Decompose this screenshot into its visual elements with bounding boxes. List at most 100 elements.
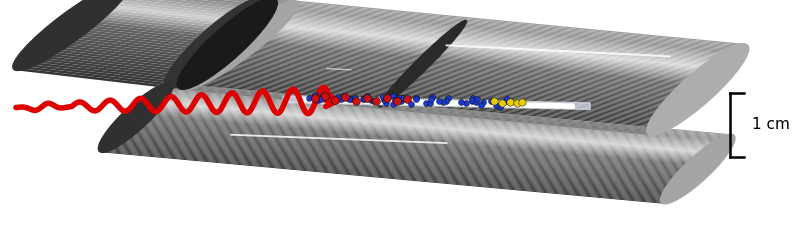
Polygon shape	[174, 83, 657, 130]
Polygon shape	[241, 17, 725, 64]
Polygon shape	[148, 104, 711, 156]
Polygon shape	[174, 82, 658, 129]
Polygon shape	[103, 150, 666, 202]
Polygon shape	[116, 0, 286, 10]
Polygon shape	[219, 38, 702, 86]
Polygon shape	[151, 100, 714, 153]
Point	[425, 97, 438, 101]
Polygon shape	[44, 46, 214, 68]
Polygon shape	[283, 96, 590, 110]
Point	[320, 94, 333, 98]
Polygon shape	[245, 13, 728, 61]
Polygon shape	[191, 66, 674, 113]
Polygon shape	[94, 6, 264, 27]
Polygon shape	[169, 83, 731, 135]
Point	[419, 100, 432, 104]
Point	[510, 101, 523, 105]
Polygon shape	[253, 5, 736, 53]
Polygon shape	[230, 28, 713, 76]
Polygon shape	[114, 0, 283, 12]
Polygon shape	[179, 77, 663, 125]
Polygon shape	[198, 59, 682, 107]
Polygon shape	[113, 140, 676, 193]
Polygon shape	[137, 116, 699, 168]
Polygon shape	[22, 64, 192, 86]
Polygon shape	[180, 76, 664, 124]
Polygon shape	[206, 51, 690, 98]
Point	[437, 100, 450, 104]
Point	[466, 98, 478, 102]
Point	[386, 94, 399, 98]
Polygon shape	[243, 14, 727, 62]
Polygon shape	[227, 30, 710, 78]
Polygon shape	[86, 12, 256, 34]
Point	[309, 96, 322, 100]
Polygon shape	[116, 137, 679, 189]
Ellipse shape	[178, 0, 278, 89]
Polygon shape	[250, 8, 734, 55]
Polygon shape	[36, 52, 206, 74]
Polygon shape	[214, 43, 698, 91]
Ellipse shape	[164, 0, 266, 88]
Polygon shape	[118, 134, 682, 186]
Point	[370, 99, 383, 103]
Polygon shape	[135, 117, 698, 169]
Polygon shape	[236, 21, 720, 69]
Polygon shape	[114, 139, 677, 192]
Polygon shape	[154, 98, 716, 151]
Polygon shape	[122, 132, 684, 184]
Point	[386, 102, 399, 106]
Polygon shape	[212, 45, 695, 93]
Polygon shape	[134, 118, 698, 170]
Polygon shape	[141, 111, 704, 164]
Point	[309, 93, 322, 97]
Polygon shape	[138, 114, 701, 166]
Point	[377, 95, 390, 98]
Polygon shape	[202, 54, 686, 102]
Polygon shape	[177, 79, 661, 127]
Polygon shape	[133, 119, 696, 172]
Polygon shape	[242, 15, 726, 63]
Polygon shape	[129, 124, 692, 176]
Polygon shape	[130, 123, 693, 175]
Point	[442, 97, 454, 100]
Polygon shape	[102, 0, 273, 21]
Point	[394, 99, 407, 103]
Polygon shape	[189, 68, 672, 116]
Point	[504, 100, 517, 104]
Polygon shape	[126, 127, 689, 180]
Point	[439, 99, 452, 103]
Polygon shape	[210, 46, 694, 94]
Polygon shape	[106, 147, 669, 199]
Polygon shape	[155, 97, 718, 149]
Point	[331, 95, 344, 99]
Polygon shape	[74, 21, 245, 43]
Ellipse shape	[378, 20, 466, 107]
Polygon shape	[132, 120, 695, 172]
Polygon shape	[202, 55, 685, 103]
Polygon shape	[246, 11, 730, 59]
Polygon shape	[105, 0, 275, 19]
Polygon shape	[228, 29, 712, 77]
Polygon shape	[139, 113, 702, 166]
Polygon shape	[19, 66, 190, 88]
Polygon shape	[234, 24, 718, 71]
Point	[378, 98, 390, 102]
Polygon shape	[27, 59, 198, 81]
Point	[423, 101, 436, 105]
Ellipse shape	[661, 134, 735, 204]
Polygon shape	[259, 0, 743, 46]
Polygon shape	[107, 146, 670, 199]
Point	[466, 96, 479, 100]
Polygon shape	[91, 8, 262, 30]
Point	[460, 101, 473, 105]
Polygon shape	[124, 0, 294, 3]
Point	[485, 99, 498, 103]
Polygon shape	[146, 105, 710, 158]
Polygon shape	[114, 138, 678, 191]
Polygon shape	[256, 2, 740, 49]
Polygon shape	[142, 111, 705, 163]
Polygon shape	[58, 35, 228, 57]
Point	[317, 94, 330, 98]
Polygon shape	[102, 151, 665, 204]
